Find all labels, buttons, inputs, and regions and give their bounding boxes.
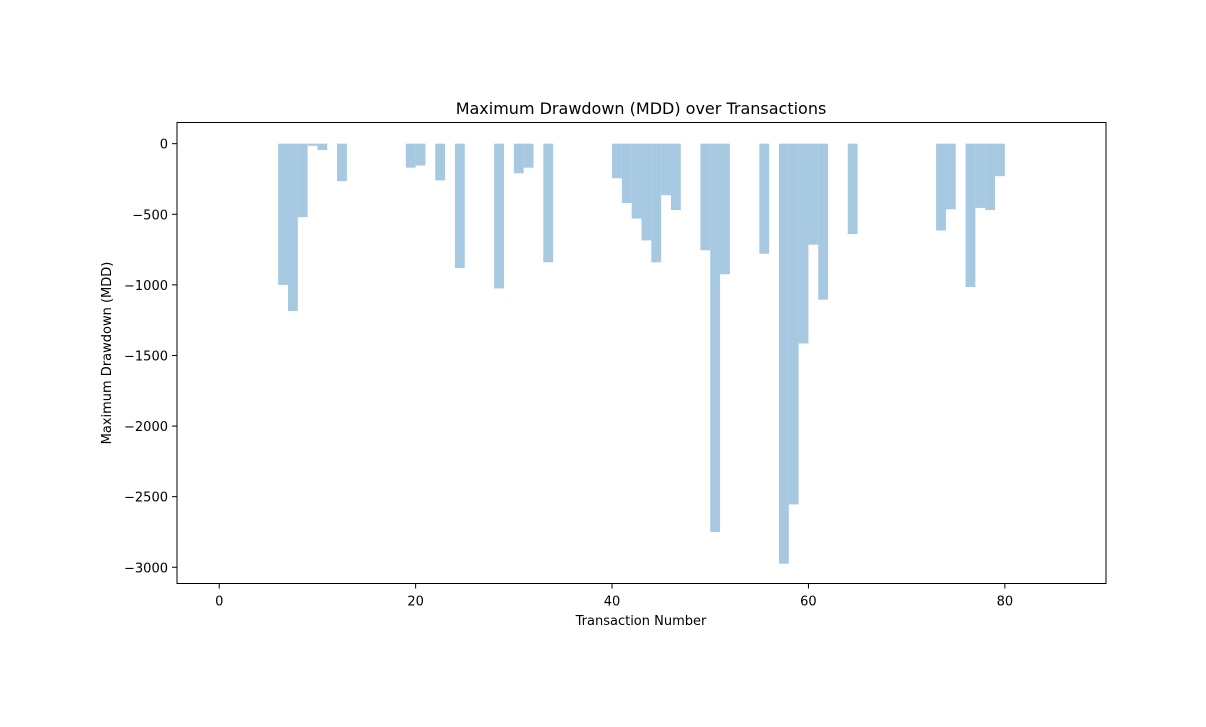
- bar: [700, 143, 711, 251]
- bar: [818, 143, 829, 300]
- plot-frame: [176, 122, 1107, 584]
- bar: [523, 143, 534, 168]
- bar: [278, 143, 288, 285]
- y-tick-label: −1500: [124, 349, 168, 364]
- bar: [788, 143, 799, 505]
- bar: [287, 143, 298, 311]
- bar: [651, 143, 662, 263]
- bar: [405, 143, 416, 168]
- bar: [985, 143, 996, 211]
- chart-title: Maximum Drawdown (MDD) over Transactions: [456, 99, 827, 118]
- bar: [710, 143, 721, 532]
- y-tick-label: −2000: [124, 420, 168, 435]
- y-tick-label: −2500: [124, 491, 168, 506]
- bars-group: [278, 143, 1005, 564]
- y-tick-label: −3000: [124, 561, 168, 576]
- bar: [513, 143, 524, 174]
- bar: [778, 143, 789, 564]
- bar: [661, 143, 671, 196]
- y-axis-label: Maximum Drawdown (MDD): [100, 262, 115, 445]
- bar: [435, 143, 446, 181]
- bar: [494, 143, 505, 289]
- bar: [641, 143, 652, 241]
- bar: [670, 143, 681, 211]
- y-tick-label: −500: [132, 208, 168, 223]
- bar: [454, 143, 465, 268]
- bar: [297, 143, 308, 218]
- bar: [975, 143, 986, 208]
- bar: [337, 143, 347, 182]
- x-tick-label: 20: [407, 595, 424, 610]
- y-tick-label: −1000: [124, 279, 168, 294]
- bar: [847, 143, 858, 235]
- bar: [759, 143, 770, 254]
- bar: [317, 143, 328, 151]
- x-axis: 0 20 40 60 80: [215, 583, 1014, 610]
- x-tick-label: 60: [800, 595, 817, 610]
- bar: [720, 143, 730, 275]
- bar: [543, 143, 554, 263]
- bar: [612, 143, 622, 179]
- y-axis: 0 −500 −1000 −1500 −2000 −2500 −3000: [124, 138, 177, 576]
- x-axis-label: Transaction Number: [575, 614, 707, 629]
- bar: [798, 143, 809, 344]
- bar: [631, 143, 642, 219]
- bar: [945, 143, 956, 210]
- bar: [307, 143, 318, 146]
- x-tick-label: 0: [215, 595, 223, 610]
- bar: [965, 143, 976, 287]
- bar: [936, 143, 946, 231]
- y-tick-label: 0: [160, 138, 168, 153]
- x-tick-label: 80: [997, 595, 1014, 610]
- bar: [415, 143, 426, 166]
- bar: [621, 143, 632, 203]
- x-tick-label: 40: [604, 595, 621, 610]
- bar: [808, 143, 819, 245]
- bar: [995, 143, 1005, 177]
